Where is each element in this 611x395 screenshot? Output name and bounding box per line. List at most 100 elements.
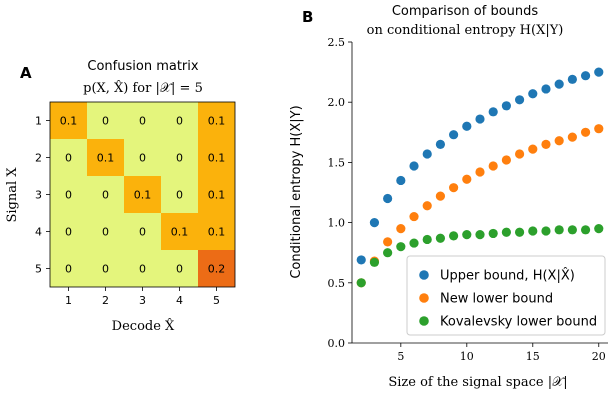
series-2-point: [541, 139, 551, 149]
heatmap-cell: [124, 213, 161, 250]
series-2-point: [449, 183, 459, 193]
panel-b-letter: B: [302, 8, 313, 26]
series-3-point: [528, 226, 538, 236]
series-1-point: [501, 101, 511, 111]
series-2-point: [594, 124, 604, 134]
series-2-point: [396, 224, 406, 234]
heatmap-y-axis-label: Signal X: [5, 167, 20, 223]
panel-a-letter: A: [20, 64, 32, 82]
legend-entry-label: Kovalevsky lower bound: [440, 315, 597, 330]
series-1-point: [567, 74, 577, 84]
series-1-point: [435, 139, 446, 149]
heatmap-cell-value: 0: [65, 226, 72, 239]
series-1-point: [488, 107, 498, 117]
series-1-point: [594, 67, 604, 77]
series-2-point: [383, 237, 393, 247]
scatter-title-line2: on conditional entropy H(X|Y): [367, 23, 564, 38]
heatmap-cell-value: 0.1: [134, 189, 152, 202]
heatmap-cell-value: 0: [102, 189, 109, 202]
series-3-point: [369, 257, 380, 267]
series-2-point: [475, 167, 485, 177]
series-2-point: [528, 144, 538, 154]
heatmap-cell: [124, 250, 161, 287]
x-tick-label: 10: [460, 350, 474, 363]
scatter-title-line1: Comparison of bounds: [392, 4, 539, 19]
heatmap-cell: [161, 139, 198, 176]
series-2-point: [514, 149, 525, 159]
series-3-point: [409, 238, 419, 248]
scatter-y-axis-label: Conditional entropy H(X|Y): [289, 105, 304, 278]
series-1-point: [422, 149, 432, 159]
heatmap-cell: [50, 102, 87, 139]
heatmap-cell-value: 0.2: [208, 263, 226, 276]
heatmap-cell: [161, 250, 198, 287]
series-2-point: [435, 191, 446, 201]
heatmap-cell: [50, 139, 87, 176]
series-1-point: [528, 89, 538, 99]
series-3-point: [449, 231, 459, 241]
heatmap-y-tick-label: 5: [35, 263, 42, 276]
series-3-point: [396, 242, 406, 252]
series-2-point: [422, 201, 432, 211]
heatmap-cell: [87, 213, 124, 250]
series-3-point: [435, 233, 446, 243]
heatmap-cell-value: 0.1: [208, 189, 226, 202]
scatter-axes: 0.0 0.5 1.0 1.5 2.0 2.5 5 10 15 20: [328, 36, 608, 363]
heatmap-cell-value: 0: [139, 115, 146, 128]
series-1-point: [514, 95, 525, 105]
heatmap-y-ticks: 1 2 3 4 5: [35, 115, 50, 276]
heatmap-cell-value: 0: [176, 189, 183, 202]
series-1-point: [449, 130, 459, 140]
legend-entry-label: Upper bound, H(X|X̂): [440, 268, 575, 283]
series-3-point: [383, 248, 393, 258]
series-1-point: [369, 218, 380, 228]
heatmap-cell-value: 0: [139, 263, 146, 276]
heatmap-cell: [124, 139, 161, 176]
legend-marker: [419, 293, 429, 303]
y-tick-label: 1.5: [328, 156, 346, 169]
heatmap-cell-value: 0: [65, 152, 72, 165]
series-3-point: [356, 278, 366, 288]
heatmap-cell: [124, 102, 161, 139]
series-3-point: [488, 228, 498, 239]
heatmap-cell-value: 0.1: [208, 115, 226, 128]
legend-marker: [419, 270, 429, 280]
panel-a: A Confusion matrix p(X, X̂) for |𝒳| = 5 …: [5, 59, 236, 334]
heatmap-cell: [87, 250, 124, 287]
legend-entry-label: New lower bound: [440, 292, 553, 307]
series-3-point: [475, 230, 485, 240]
heatmap-cell: [198, 250, 235, 287]
legend-marker: [419, 316, 429, 326]
heatmap-cells: 0.1 0 0 0 0.1 0 0.1 0 0 0.1 0 0 0.1 0 0.1 0 0 0 0.1 0.1 0 0 0 0…: [50, 102, 235, 287]
y-tick-label: 0.5: [328, 277, 346, 290]
heatmap-cell: [161, 102, 198, 139]
series-1-point: [554, 79, 564, 89]
series-3-point: [541, 226, 551, 236]
heatmap-cell-value: 0.1: [60, 115, 78, 128]
series-2-point: [554, 136, 564, 146]
heatmap-x-ticks: 1 2 3 4 5: [65, 287, 220, 307]
heatmap-y-tick-label: 3: [35, 189, 42, 202]
series-2-point: [488, 161, 498, 171]
heatmap-title-line2: p(X, X̂) for |𝒳| = 5: [83, 80, 203, 96]
series-1-point: [462, 121, 472, 131]
series-3-point: [580, 225, 591, 235]
y-tick-label: 2.5: [328, 36, 346, 49]
heatmap-cell-value: 0: [65, 263, 72, 276]
series-3-point: [501, 227, 511, 237]
series-3-point: [567, 225, 577, 235]
heatmap-cell-value: 0: [139, 152, 146, 165]
heatmap-x-tick-label: 1: [65, 294, 72, 307]
y-tick-label: 0.0: [328, 337, 346, 350]
heatmap-x-tick-label: 5: [213, 294, 220, 307]
series-3-point: [514, 227, 525, 237]
heatmap-y-tick-label: 4: [35, 226, 42, 239]
heatmap-cell: [50, 250, 87, 287]
series-2-point: [567, 132, 577, 142]
heatmap-cell-value: 0: [176, 263, 183, 276]
heatmap-cell: [198, 213, 235, 250]
series-1-point: [541, 84, 551, 94]
series-1-point: [396, 175, 406, 186]
heatmap-cell: [124, 176, 161, 213]
